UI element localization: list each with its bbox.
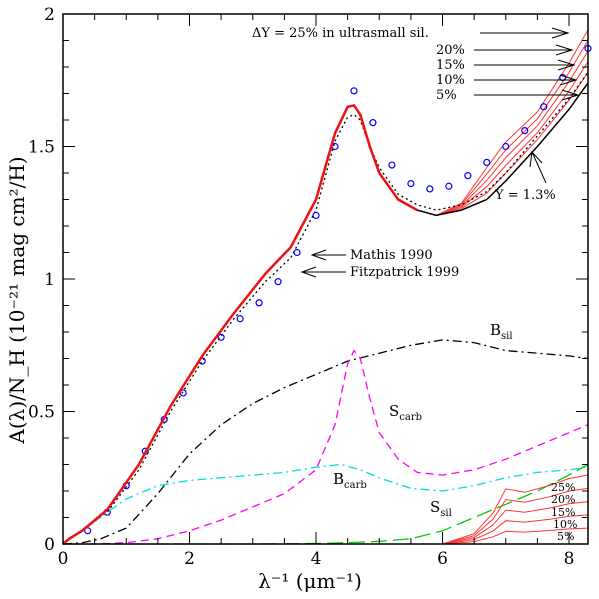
- pct-bottom-25: 25%: [551, 481, 575, 494]
- ultrasmall-header: ΔY = 25% in ultrasmall sil.: [252, 26, 429, 41]
- fitzpatrick-point: [426, 185, 434, 193]
- y-tick-label: 2: [44, 5, 55, 25]
- plot-frame: [62, 13, 589, 545]
- S-sil-line: [63, 463, 589, 545]
- y-tick-label: 0: [44, 535, 55, 555]
- B-carb-line: [62, 463, 589, 545]
- pct-top-20: 20%: [436, 43, 465, 58]
- ultrasmall-top-curve: [62, 29, 589, 545]
- fitzpatrick-point: [445, 182, 453, 190]
- y-axis-label: A(λ)/N_H (10⁻²¹ mag cm²/H): [5, 156, 29, 444]
- mathis-fitz-arrows: [300, 249, 346, 278]
- fitzpatrick-point: [236, 315, 244, 323]
- pct-top-5: 5%: [436, 88, 457, 103]
- pct-top-15: 15%: [436, 58, 465, 73]
- pct-bottom-20: 20%: [551, 493, 575, 506]
- fitzpatrick-point: [350, 87, 358, 95]
- y-tick-label: 1: [44, 270, 55, 290]
- fitzpatrick-point: [274, 278, 282, 286]
- pct-bottom-10: 10%: [553, 518, 577, 531]
- fitzpatrick-point: [293, 248, 301, 257]
- ultrasmall-bottom-curve: [442, 527, 589, 545]
- ultrasmall-bottom-curve: [442, 474, 589, 545]
- model-total-line: [62, 82, 589, 545]
- fitzpatrick-point: [255, 299, 263, 307]
- B-sil-line: [62, 339, 589, 545]
- pct-bottom-15: 15%: [551, 506, 575, 519]
- ultrasmall-top-curve: [62, 50, 589, 545]
- fitzpatrick-point: [388, 161, 396, 169]
- annotation-arrows-top: [474, 27, 580, 101]
- y-tick-label: 1.5: [28, 138, 55, 158]
- pct-top-10: 10%: [436, 73, 465, 88]
- fitzpatrick-label: Fitzpatrick 1999: [350, 265, 459, 280]
- x-tick-label: 2: [184, 549, 195, 569]
- fitzpatrick-point: [483, 158, 491, 166]
- ultrasmall-bottom-curve: [442, 501, 589, 545]
- fitzpatrick-point: [312, 211, 320, 219]
- ssil-label: Ssil: [430, 498, 452, 519]
- fitzpatrick-point: [521, 127, 529, 135]
- bsil-label: Bsil: [490, 321, 513, 342]
- x-tick-label: 6: [437, 549, 448, 569]
- fitzpatrick-point: [407, 180, 415, 188]
- fitzpatrick-point: [502, 142, 510, 151]
- x-axis-label: λ⁻¹ (μm⁻¹): [258, 569, 362, 593]
- S-carb-line: [63, 349, 589, 545]
- mathis-label: Mathis 1990: [350, 248, 433, 263]
- y-tick-label: 0.5: [28, 403, 55, 423]
- fitzpatrick-point: [559, 73, 567, 82]
- bcarb-label: Bcarb: [333, 470, 367, 491]
- ultrasmall-top-curve: [62, 72, 589, 545]
- ultrasmall-bottom-curve: [442, 514, 589, 545]
- model-fit-red-line: [62, 103, 418, 545]
- ysi-arrow: [529, 150, 547, 184]
- scarb-label: Scarb: [389, 402, 422, 423]
- mathis-1990-line: [62, 71, 589, 545]
- x-tick-label: 4: [311, 549, 322, 569]
- fitzpatrick-point: [464, 172, 472, 180]
- x-tick-label: 8: [564, 549, 575, 569]
- ultrasmall-bottom-curve: [442, 487, 589, 545]
- ultrasmall-top-curve: [62, 40, 589, 545]
- fitzpatrick-point: [369, 119, 377, 127]
- ysi-label: Y = 1.3%: [494, 188, 556, 203]
- fitzpatrick-point: [540, 103, 548, 111]
- pct-bottom-5: 5%: [557, 530, 574, 543]
- ultrasmall-top-curve: [62, 61, 589, 545]
- fitzpatrick-point: [84, 527, 92, 535]
- fitzpatrick-point: [217, 333, 225, 341]
- x-tick-label: 0: [58, 549, 69, 569]
